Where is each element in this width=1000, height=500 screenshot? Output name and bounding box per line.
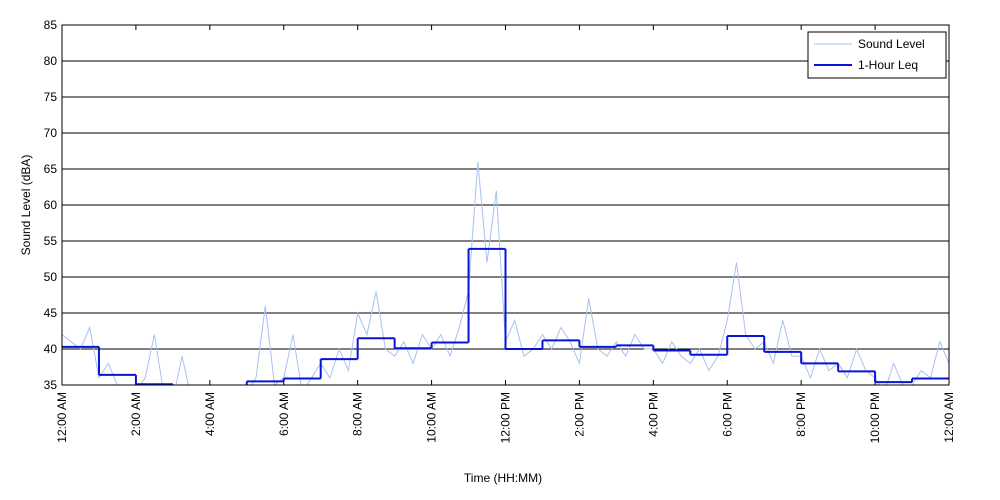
legend-label: Sound Level <box>858 37 925 51</box>
y-tick-label: 60 <box>44 198 58 212</box>
x-tick-label: 2:00 AM <box>129 392 143 436</box>
x-tick-label: 6:00 AM <box>277 392 291 436</box>
x-tick-label: 12:00 AM <box>55 392 69 443</box>
plot-frame <box>61 24 950 386</box>
x-axis-label: Time (HH:MM) <box>464 471 542 485</box>
x-tick-label: 10:00 AM <box>425 392 439 443</box>
plot-series <box>62 161 949 385</box>
x-tick-label: 6:00 PM <box>720 392 734 437</box>
y-tick-label: 85 <box>44 18 58 32</box>
y-tick-label: 50 <box>44 270 58 284</box>
legend-box <box>807 31 947 79</box>
y-axis-label: Sound Level (dBA) <box>19 155 33 256</box>
legend-label: 1-Hour Leq <box>858 58 918 72</box>
y-tick-label: 45 <box>44 306 58 320</box>
x-tick-label: 12:00 PM <box>499 392 513 443</box>
y-tick-label: 65 <box>44 162 58 176</box>
x-tick-label: 8:00 PM <box>794 392 808 437</box>
x-tick-label: 2:00 PM <box>572 392 586 437</box>
x-tick-label: 4:00 AM <box>203 392 217 436</box>
x-tick-label: 10:00 PM <box>868 392 882 443</box>
y-tick-label: 40 <box>44 342 58 356</box>
y-tick-label: 35 <box>44 378 58 392</box>
x-tick-label: 4:00 PM <box>646 392 660 437</box>
x-tick-label: 12:00 AM <box>942 392 956 443</box>
y-tick-label: 80 <box>44 54 58 68</box>
x-tick-label: 8:00 AM <box>351 392 365 436</box>
y-tick-label: 55 <box>44 234 58 248</box>
y-tick-label: 75 <box>44 90 58 104</box>
y-tick-label: 70 <box>44 126 58 140</box>
